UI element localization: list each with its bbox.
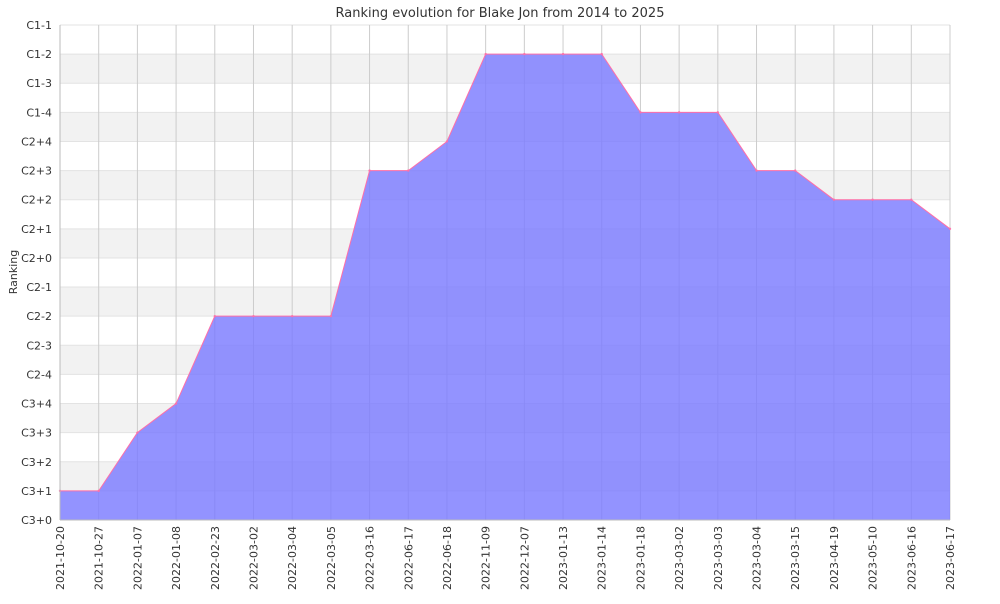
y-tick-label: C2+1: [21, 223, 52, 236]
data-point: [213, 314, 216, 318]
data-point: [639, 111, 642, 114]
y-tick-label: C3+3: [21, 427, 52, 440]
data-point: [523, 52, 526, 56]
x-tick-label: 2023-04-19: [828, 526, 841, 590]
data-point: [329, 314, 333, 318]
x-tick-label: 2022-11-09: [480, 526, 493, 590]
area-series: [58, 52, 952, 520]
data-point: [755, 169, 758, 172]
x-tick-label: 2023-03-04: [751, 526, 764, 590]
y-tick-label: C3+2: [21, 456, 52, 469]
x-tick-label: 2022-03-05: [325, 526, 338, 590]
x-tick-label: 2023-03-03: [712, 526, 725, 590]
y-tick-label: C2+3: [21, 165, 52, 178]
y-tick-label: C1-1: [26, 19, 52, 32]
data-point: [910, 198, 913, 201]
x-tick-label: 2023-06-16: [905, 526, 918, 590]
x-tick-label: 2022-06-18: [441, 526, 454, 590]
x-tick-label: 2022-06-17: [402, 526, 415, 590]
data-point: [716, 111, 720, 114]
data-point: [290, 314, 294, 318]
x-tick-label: 2023-06-17: [944, 526, 957, 590]
y-tick-label: C2-2: [26, 310, 52, 323]
data-point: [832, 198, 836, 201]
data-point: [948, 227, 952, 231]
y-axis-label: Ranking: [7, 250, 20, 295]
y-tick-label: C3+0: [21, 514, 52, 527]
ranking-line: [60, 53, 951, 492]
data-point: [484, 52, 487, 56]
x-tick-label: 2023-03-02: [673, 526, 686, 590]
grid-band: [60, 25, 950, 55]
y-tick-label: C3+1: [21, 485, 52, 498]
x-tick-label: 2023-01-13: [557, 526, 570, 590]
y-tick-label: C2+2: [21, 194, 52, 207]
y-tick-label: C1-2: [26, 48, 52, 61]
data-point: [871, 198, 874, 201]
data-point: [600, 52, 603, 56]
ranking-area: [60, 54, 950, 520]
data-point: [97, 489, 100, 493]
x-tick-label: 2022-01-07: [131, 526, 144, 590]
chart-title: Ranking evolution for Blake Jon from 201…: [336, 6, 665, 21]
data-point: [794, 169, 797, 172]
x-tick-label: 2021-10-27: [93, 526, 106, 590]
y-tick-label: C1-4: [26, 106, 52, 119]
y-tick-label: C2-3: [26, 339, 52, 352]
data-point: [252, 314, 255, 318]
y-tick-label: C2+0: [21, 252, 52, 265]
y-tick-label: C2+4: [21, 135, 52, 148]
x-tick-label: 2022-03-02: [247, 526, 260, 590]
data-point: [174, 402, 178, 405]
x-tick-label: 2023-01-18: [634, 526, 647, 590]
x-tick-label: 2021-10-20: [54, 526, 67, 590]
x-tick-label: 2022-03-16: [364, 526, 377, 590]
y-tick-label: C2-4: [26, 368, 52, 381]
axes: C3+0 C3+1 C3+2 C3+3 C3+4 C2-4 C2-3 C2-2 C2-1 C2+0…: [21, 19, 957, 590]
x-tick-label: 2022-01-08: [170, 526, 183, 590]
x-tick-label: 2023-05-10: [867, 526, 880, 590]
data-point: [368, 169, 371, 172]
data-point: [136, 431, 139, 434]
y-tick-label: C2-1: [26, 281, 52, 294]
data-point: [561, 52, 565, 56]
x-tick-label: 2022-12-07: [518, 526, 531, 590]
x-tick-label: 2023-03-15: [789, 526, 802, 590]
x-tick-label: 2022-03-04: [286, 526, 299, 590]
x-tick-label: 2023-01-14: [596, 526, 609, 590]
data-point: [407, 169, 410, 172]
y-tick-label: C3+4: [21, 398, 52, 411]
data-point: [677, 111, 681, 114]
data-point: [445, 140, 449, 143]
y-tick-label: C1-3: [26, 77, 52, 90]
x-tick-label: 2022-02-23: [209, 526, 222, 590]
